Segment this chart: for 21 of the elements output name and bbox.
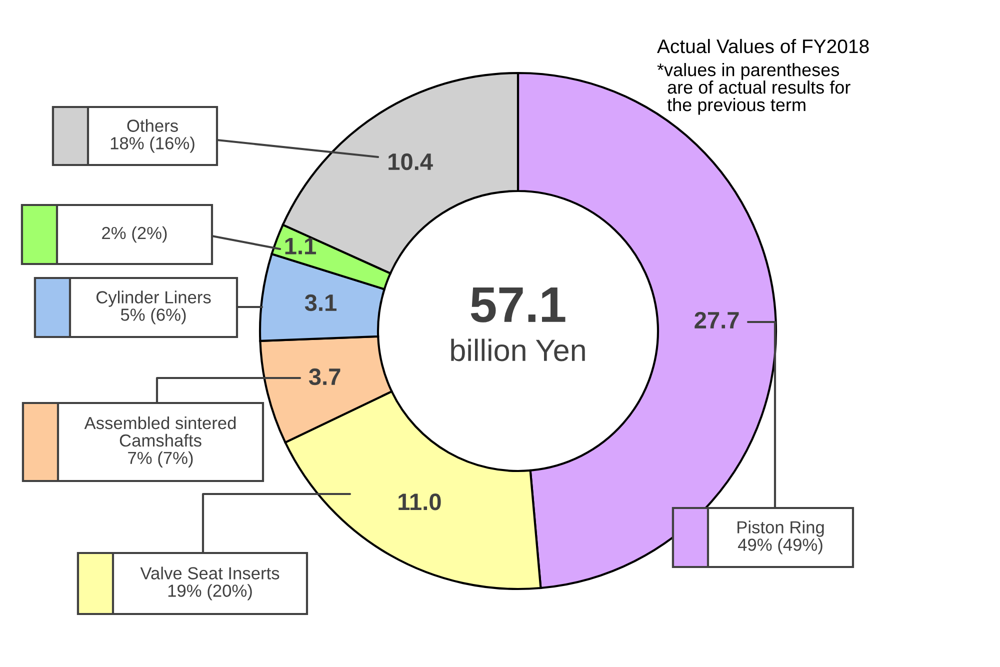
text: billion Yen	[451, 338, 585, 362]
chart-subtitle: *values in parentheses are of actual results for the previous term	[657, 63, 850, 115]
slice-label: Assembled sintered Camshafts	[84, 416, 236, 447]
slice-label: Piston Ring	[738, 520, 824, 537]
text: 18% (16%)	[110, 136, 194, 153]
data-label: 3.1	[304, 294, 336, 312]
slice-label: Valve Seat Inserts	[140, 566, 280, 580]
text: 5% (6%)	[120, 308, 186, 324]
text: 57.1	[470, 288, 566, 322]
text: 49% (49%)	[738, 538, 822, 554]
text: 2% (2%)	[102, 226, 167, 243]
text: 19% (20%)	[168, 584, 252, 600]
data-label: 10.4	[388, 153, 433, 170]
slice-label: Others	[127, 119, 178, 132]
data-label: 11.0	[398, 494, 441, 510]
text: 7% (7%)	[128, 451, 193, 468]
data-label: 1.1	[285, 238, 316, 254]
slice-label: Cylinder Liners	[96, 290, 211, 307]
chart-title: Actual Values of FY2018	[657, 38, 869, 54]
data-label: 3.7	[308, 368, 340, 386]
data-label: 27.7	[694, 312, 739, 328]
